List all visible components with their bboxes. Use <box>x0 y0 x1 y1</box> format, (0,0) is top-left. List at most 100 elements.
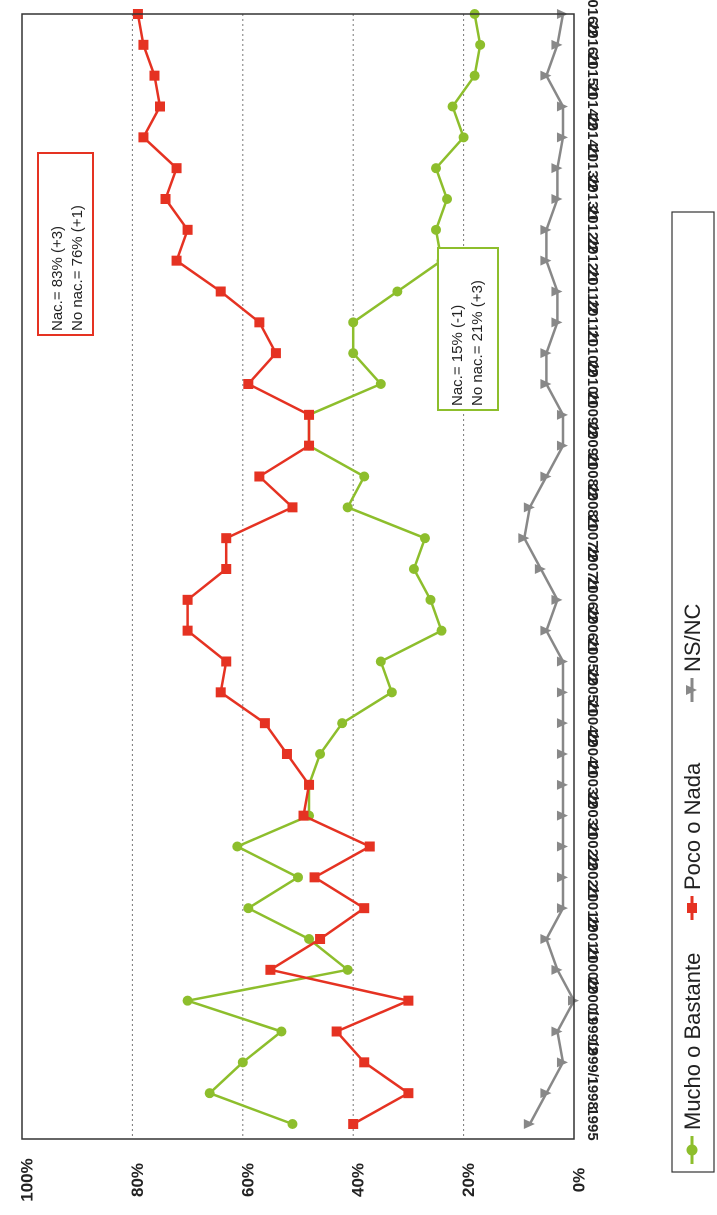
data-point <box>408 564 419 574</box>
data-point <box>475 39 486 50</box>
data-point <box>359 471 370 482</box>
x-tick-label: 2008/1 <box>584 484 601 530</box>
legend-label-mucho: Mucho o Bastante <box>680 953 705 1130</box>
data-point <box>540 348 552 359</box>
data-point <box>540 471 552 482</box>
x-tick-label: 2016/2 <box>584 0 601 37</box>
data-point <box>243 903 254 914</box>
x-tick-label: 2008/2 <box>584 454 601 500</box>
data-point <box>540 934 552 944</box>
data-point <box>182 224 193 235</box>
data-point <box>204 1088 215 1099</box>
legend-marker-triangle <box>686 685 697 695</box>
data-point <box>259 718 270 729</box>
data-point <box>315 934 326 944</box>
legend-item-poco: Poco o Nada <box>680 762 705 920</box>
x-tick-label: 1995 <box>584 1107 601 1140</box>
data-point <box>556 810 568 821</box>
x-tick-label: 2001/2 <box>584 885 601 931</box>
x-tick-label: 2014/1 <box>584 114 601 160</box>
x-tick-label: 2007/1 <box>584 546 601 592</box>
data-point <box>254 317 265 328</box>
data-point <box>436 625 447 636</box>
data-point <box>254 471 265 482</box>
x-tick-label: 2015/1 <box>584 53 601 99</box>
data-point <box>315 749 326 759</box>
x-tick-label: 2006/1 <box>584 608 601 654</box>
x-tick-label: 2013/2 <box>584 145 601 191</box>
data-point <box>551 194 563 204</box>
annotation-green-line2: No nac.= 21% (+3) <box>469 280 486 406</box>
data-point <box>551 286 563 297</box>
data-point <box>551 39 563 50</box>
x-tick-label: 2012/1 <box>584 238 601 284</box>
data-point <box>425 594 436 605</box>
data-point <box>221 533 232 544</box>
data-point <box>309 872 320 883</box>
legend: Mucho o Bastante Poco o Nada NS/NC <box>671 211 715 1173</box>
data-point <box>221 564 232 574</box>
x-tick-label: 2001/1 <box>584 916 601 962</box>
data-point <box>540 1088 552 1099</box>
data-point <box>348 348 359 359</box>
data-point <box>518 533 530 544</box>
legend-item-mucho: Mucho o Bastante <box>680 953 705 1164</box>
data-point <box>556 749 568 759</box>
data-point <box>540 379 552 389</box>
data-point <box>237 1057 248 1068</box>
data-point <box>392 286 403 297</box>
data-point <box>386 687 397 698</box>
x-tick-label: 2013/1 <box>584 176 601 222</box>
series-lines <box>132 9 579 1129</box>
data-point <box>348 1119 359 1129</box>
data-point <box>182 625 193 636</box>
data-point <box>540 625 552 636</box>
x-tick-label: 2000/1 <box>584 978 601 1024</box>
data-point <box>556 1057 568 1068</box>
data-point <box>403 1088 414 1099</box>
data-point <box>243 379 254 389</box>
annotation-red-line1: Nac.= 83% (+3) <box>49 226 66 331</box>
data-point <box>265 964 276 975</box>
data-point <box>281 749 292 759</box>
annotation-red: Nac.= 83% (+3) No nac.= 76% (+1) <box>37 152 94 336</box>
x-tick-label: 2004/1 <box>584 731 601 777</box>
data-point <box>551 594 563 605</box>
x-tick-label: 2012/2 <box>584 207 601 253</box>
x-tick-label: 1998 <box>584 1076 601 1109</box>
data-point <box>232 841 243 852</box>
data-point <box>171 255 182 266</box>
data-point <box>304 409 315 420</box>
data-point <box>556 779 568 790</box>
annotation-green: Nac.= 15% (-1) No nac.= 21% (+3) <box>437 247 499 411</box>
series-2 <box>518 9 579 1129</box>
x-tick-label: 2009/1 <box>584 423 601 469</box>
data-point <box>403 995 414 1006</box>
data-point <box>149 70 160 81</box>
y-tick-label: 100% <box>17 1158 36 1201</box>
x-tick-label: 2002/1 <box>584 854 601 900</box>
data-point <box>556 687 568 698</box>
data-point <box>160 194 171 204</box>
data-point <box>287 502 298 513</box>
series-0 <box>182 9 486 1129</box>
series-1 <box>132 9 414 1129</box>
y-tick-label: 80% <box>128 1163 147 1197</box>
data-point <box>442 194 453 204</box>
data-point <box>556 903 568 914</box>
y-tick-label: 20% <box>459 1163 478 1197</box>
data-point <box>270 348 281 359</box>
x-tick-label: 2010/2 <box>584 330 601 376</box>
legend-marker-circle <box>686 1144 698 1156</box>
data-point <box>469 70 480 81</box>
data-point <box>556 718 568 729</box>
data-point <box>431 163 441 174</box>
x-tick-label: 2003/2 <box>584 762 601 808</box>
x-tick-label: 2010/1 <box>584 361 601 407</box>
data-point <box>359 903 370 914</box>
x-tick-label: 2006/2 <box>584 577 601 623</box>
x-tick-label: 2003/1 <box>584 793 601 839</box>
x-tick-label: 2005/1 <box>584 669 601 715</box>
data-point <box>304 779 315 790</box>
